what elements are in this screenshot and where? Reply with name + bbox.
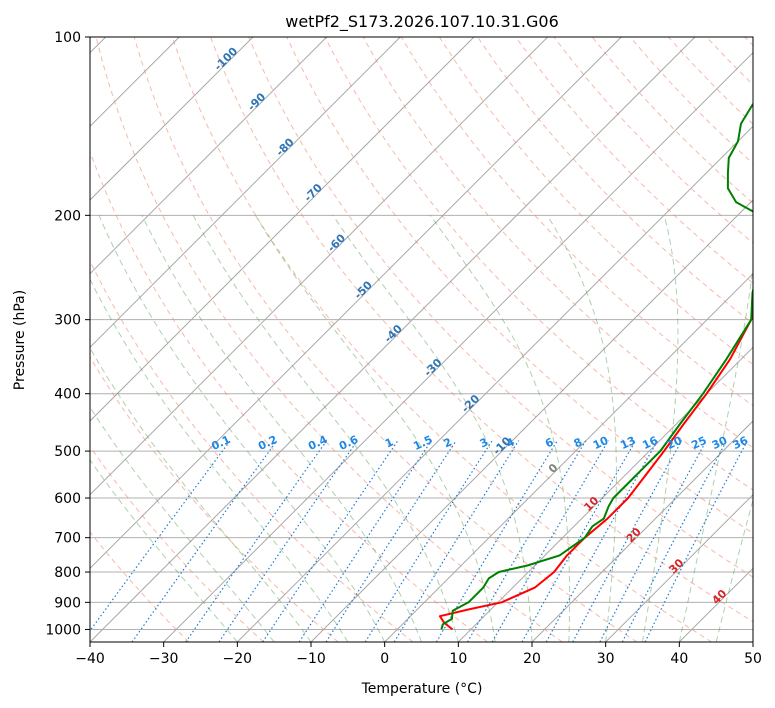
mixing-ratio-line <box>491 440 609 642</box>
x-tick-label: 10 <box>449 651 467 667</box>
mixing-ratio-line <box>545 440 659 642</box>
x-tick-label: 50 <box>744 651 762 667</box>
y-tick-label: 1000 <box>45 622 81 638</box>
dry-adiabat-lines <box>90 37 753 642</box>
isotherm-line <box>236 125 753 642</box>
mixing-ratio-lines <box>90 440 748 642</box>
x-tick-label: 40 <box>670 651 688 667</box>
isotherm-line <box>90 37 328 275</box>
dry-adiabat-line <box>210 37 753 623</box>
x-tick-label: 0 <box>380 651 389 667</box>
sounding-profiles <box>438 102 753 631</box>
x-tick-label: −40 <box>75 651 105 667</box>
dry-adiabat-line <box>438 37 753 366</box>
dry-adiabat-line <box>90 150 488 642</box>
y-tick-label: 800 <box>54 565 81 581</box>
isotherm-line <box>90 37 622 570</box>
moist-adiabat-line <box>141 215 422 642</box>
y-tick-label: 600 <box>54 491 81 507</box>
dry-adiabat-line <box>90 356 339 642</box>
mixing-ratio-label: 16 <box>640 434 660 452</box>
dry-adiabat-line <box>90 445 264 642</box>
y-tick-label: 300 <box>54 313 81 329</box>
y-tick-label: 900 <box>54 595 81 611</box>
dry-adiabat-line <box>400 37 753 407</box>
isotherm-line <box>90 37 254 201</box>
mixing-ratio-label: 30 <box>710 434 730 452</box>
dry-adiabat-line <box>286 37 753 534</box>
mixing-ratio-label: 13 <box>618 434 637 452</box>
dry-adiabat-line <box>90 531 190 642</box>
x-tick-label: 30 <box>597 651 615 667</box>
mixing-ratio-line <box>364 440 493 642</box>
y-tick-label: 500 <box>54 444 81 460</box>
mixing-ratio-line <box>572 440 683 642</box>
x-axis-ticks: −40 −30 −20 −10 0 10 20 30 40 50 <box>75 642 762 667</box>
dry-adiabat-line <box>133 37 638 642</box>
dry-adiabat-line <box>90 259 414 642</box>
y-tick-label: 200 <box>54 208 81 224</box>
y-tick-label: 400 <box>54 387 81 403</box>
mixing-ratio-label: 10 <box>591 434 611 452</box>
moist-adiabat-line <box>90 459 238 642</box>
dewpoint-profile <box>440 102 753 630</box>
mixing-ratio-label: 36 <box>731 434 751 452</box>
moist-adiabat-line <box>192 215 459 642</box>
isotherm-line <box>90 37 475 422</box>
x-tick-label: −20 <box>223 651 253 667</box>
mixing-ratio-label: 25 <box>689 434 708 452</box>
chart-title: wetPf2_S173.2026.107.10.31.G06 <box>285 12 559 32</box>
y-axis-label: Pressure (hPa) <box>12 290 28 390</box>
moist-adiabat-line <box>429 215 571 642</box>
dry-adiabat-line <box>171 37 712 642</box>
dry-adiabat-line <box>515 37 753 284</box>
x-tick-label: −10 <box>296 651 326 667</box>
isotherm-line <box>90 37 549 496</box>
x-tick-label: −30 <box>149 651 179 667</box>
moist-adiabat-line <box>90 347 312 642</box>
moist-adiabat-line <box>546 215 617 642</box>
moist-adiabat-line <box>642 215 679 642</box>
mixing-ratio-label: 20 <box>665 434 685 452</box>
temperature-profile <box>438 311 753 631</box>
mixing-ratio-line <box>466 440 587 642</box>
plot-frame <box>89 36 754 643</box>
moist-adiabat-line <box>678 263 753 642</box>
y-tick-label: 100 <box>54 30 81 46</box>
isotherm-line <box>384 272 753 642</box>
isotherm-line <box>163 51 753 642</box>
y-tick-label: 700 <box>54 531 81 547</box>
plot-area <box>90 37 753 642</box>
isotherm-line <box>605 493 753 642</box>
mixing-ratio-line <box>393 440 520 642</box>
mixing-ratio-line <box>325 440 457 642</box>
mixing-ratio-line <box>435 440 558 642</box>
mixing-ratio-line <box>644 440 748 642</box>
mixing-ratio-line <box>298 440 432 642</box>
isotherm-line <box>90 37 696 642</box>
isotherm-line <box>90 37 401 349</box>
mixing-ratio-line <box>521 440 637 642</box>
y-axis-ticks: 100 200 300 400 500 600 700 800 900 1000 <box>45 30 90 638</box>
mixing-ratio-line <box>90 440 231 632</box>
mixing-ratio-line <box>262 440 399 642</box>
mixing-ratio-line <box>185 440 328 642</box>
isotherm-lines <box>90 37 753 642</box>
isotherm-line <box>457 346 753 642</box>
dry-adiabat-line <box>248 37 753 578</box>
moist-adiabat-line <box>332 215 533 642</box>
x-axis-label: Temperature (°C) <box>361 681 483 697</box>
dry-adiabat-line <box>95 37 563 642</box>
moist-adiabat-line <box>98 215 386 642</box>
mixing-ratio-line <box>131 440 278 642</box>
isotherm-line <box>531 420 753 642</box>
isobar-gridlines <box>90 37 753 630</box>
x-tick-label: 20 <box>523 651 541 667</box>
moist-adiabat-line <box>90 406 275 642</box>
